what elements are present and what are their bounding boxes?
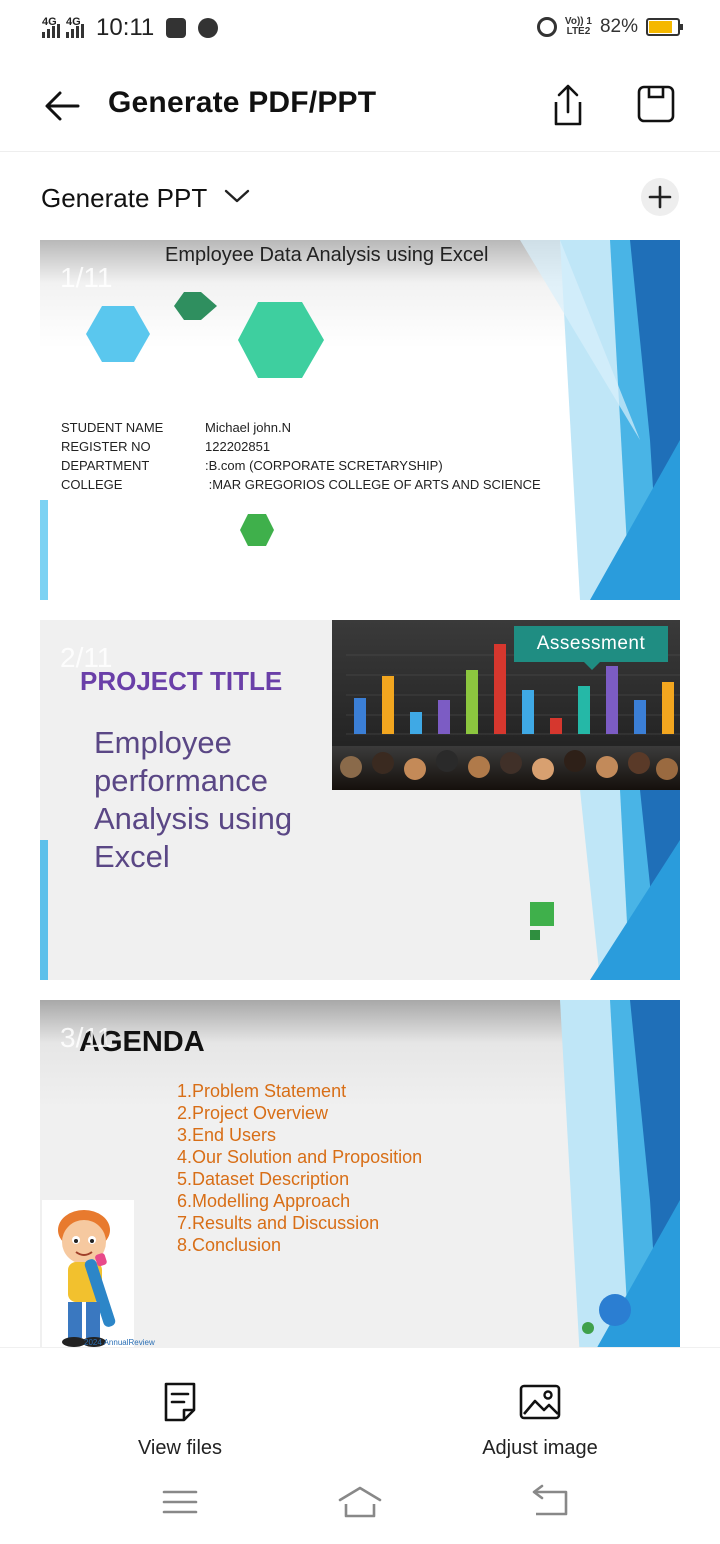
slide-thumbnail-1[interactable]: 1/11 Employee Data Analysis using Excel … bbox=[40, 240, 680, 600]
hexagon-small bbox=[240, 514, 274, 546]
agenda-item: 6.Modelling Approach bbox=[177, 1191, 351, 1211]
battery-icon bbox=[646, 18, 683, 36]
slide-thumbnail-2[interactable]: 2/11 PROJECT TITLE Employee performance … bbox=[40, 620, 680, 980]
system-nav-bar bbox=[0, 1484, 720, 1524]
battery-percent: 82% bbox=[599, 16, 638, 37]
photo-bar-graphic bbox=[346, 644, 680, 735]
bottom-bar: View files Adjust image bbox=[0, 1347, 720, 1544]
student-info: STUDENT NAME Michael john.N REGISTER NO 12… bbox=[61, 420, 541, 492]
add-button[interactable] bbox=[641, 178, 679, 216]
image-icon bbox=[519, 1384, 561, 1420]
slide-thumbnail-3[interactable]: 3/11 AGENDA 1.Problem Statement 2.Projec… bbox=[40, 1000, 680, 1360]
slide-decoration bbox=[560, 1000, 680, 1360]
document-icon bbox=[164, 1382, 196, 1422]
app-bar: Generate PDF/PPT bbox=[0, 58, 720, 152]
hexagon-shapes bbox=[86, 292, 324, 378]
format-dropdown[interactable]: Generate PPT bbox=[41, 183, 208, 213]
footnote: 2024 AnnualReview bbox=[84, 1338, 155, 1347]
menu-icon[interactable] bbox=[158, 1484, 202, 1520]
green-square-small bbox=[530, 930, 540, 940]
save-icon[interactable] bbox=[636, 84, 676, 124]
agenda-item: 4.Our Solution and Proposition bbox=[177, 1147, 423, 1167]
back-arrow-icon[interactable] bbox=[42, 86, 82, 126]
slide-title: PROJECT TITLE bbox=[80, 666, 283, 696]
status-bar: 4G 4G 10:11 Vo)) 1 LTE2 82% bbox=[0, 0, 720, 58]
slide-decoration bbox=[580, 790, 680, 980]
slide-decoration bbox=[520, 240, 680, 600]
assessment-photo: Assessment bbox=[332, 620, 680, 790]
chevron-down-icon[interactable] bbox=[224, 185, 250, 205]
agenda-item: 1.Problem Statement bbox=[177, 1081, 347, 1101]
page-title: Generate PDF/PPT bbox=[108, 86, 377, 119]
notification-icon bbox=[166, 18, 187, 38]
network-type-2: 4G bbox=[66, 16, 81, 28]
slide-left-accent bbox=[40, 840, 48, 980]
view-files-label: View files bbox=[137, 1437, 223, 1459]
agenda-item: 7.Results and Discussion bbox=[177, 1213, 380, 1233]
clock: 10:11 bbox=[96, 14, 155, 41]
agenda-list: 1.Problem Statement 2.Project Overview 3… bbox=[177, 1080, 422, 1256]
agenda-item: 5.Dataset Description bbox=[177, 1169, 350, 1189]
home-icon[interactable] bbox=[338, 1484, 382, 1520]
slide-left-accent bbox=[40, 500, 48, 600]
plus-icon bbox=[648, 185, 672, 209]
share-icon[interactable] bbox=[548, 82, 588, 128]
sync-icon bbox=[198, 18, 219, 38]
network-type-1: 4G bbox=[42, 16, 57, 28]
adjust-image-button[interactable]: Adjust image bbox=[430, 1380, 650, 1460]
agenda-item: 2.Project Overview bbox=[177, 1103, 329, 1123]
back-nav-icon[interactable] bbox=[528, 1484, 572, 1520]
slide-number: 3/11 bbox=[60, 1022, 113, 1053]
signal-icon-2: 4G bbox=[66, 16, 84, 38]
volte-indicator: Vo)) 1 LTE2 bbox=[564, 16, 592, 37]
adjust-image-label: Adjust image bbox=[482, 1437, 598, 1459]
alarm-icon bbox=[536, 17, 557, 37]
slide-title: Employee Data Analysis using Excel bbox=[165, 244, 489, 266]
agenda-item: 3.End Users bbox=[177, 1125, 277, 1145]
slide-body: Employee performance Analysis using Exce… bbox=[94, 725, 293, 874]
audience-graphic bbox=[332, 746, 680, 790]
agenda-item: 8.Conclusion bbox=[177, 1235, 282, 1255]
view-files-button[interactable]: View files bbox=[70, 1380, 290, 1460]
green-square bbox=[530, 902, 554, 926]
section-header: Generate PPT bbox=[0, 175, 720, 219]
slide-number: 2/11 bbox=[60, 642, 113, 673]
slide-number: 1/11 bbox=[60, 262, 113, 293]
assessment-label: Assessment bbox=[514, 626, 668, 670]
cartoon-boy-illustration bbox=[42, 1200, 134, 1350]
slide-title: AGENDA bbox=[79, 1026, 205, 1058]
signal-icon: 4G bbox=[42, 16, 60, 38]
